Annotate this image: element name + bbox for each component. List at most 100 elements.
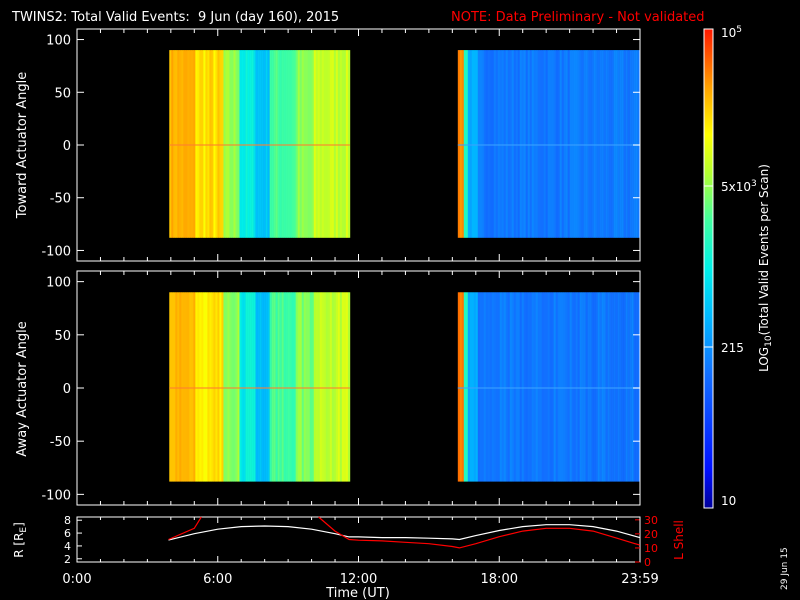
heatmap-column — [513, 50, 517, 238]
heatmap-column — [597, 292, 600, 482]
heatmap-column — [581, 292, 584, 482]
heatmap-column — [297, 50, 301, 238]
heatmap-column — [635, 292, 638, 482]
heatmap-column — [623, 50, 626, 238]
right-y-tick-label: 20 — [644, 528, 658, 541]
heatmap-column — [559, 50, 562, 238]
heatmap-column — [199, 292, 202, 482]
heatmap-column — [549, 50, 553, 238]
heatmap-column — [523, 292, 527, 482]
heatmap-column — [195, 292, 198, 482]
heatmap-column — [483, 292, 487, 482]
heatmap-column — [599, 50, 602, 238]
heatmap-column — [511, 50, 515, 238]
heatmap-column — [285, 50, 288, 238]
heatmap-column — [501, 50, 505, 238]
heatmap-column — [577, 292, 580, 482]
lshell-series-line — [168, 516, 202, 541]
heatmap-column — [215, 292, 218, 482]
heatmap-column — [231, 292, 234, 482]
heatmap-column — [323, 50, 327, 238]
heatmap-column — [277, 50, 280, 238]
heatmap-column — [589, 292, 592, 482]
heatmap-column — [229, 50, 232, 238]
heatmap-column — [187, 50, 190, 238]
y-tick-label: 50 — [54, 329, 71, 344]
heatmap-column — [249, 50, 252, 238]
heatmap-column — [317, 50, 321, 238]
heatmap-column — [477, 50, 481, 238]
heatmap-column — [547, 50, 551, 238]
heatmap-column — [509, 50, 513, 238]
heatmap-column — [289, 292, 292, 482]
heatmap-column — [467, 292, 471, 482]
heatmap-column — [489, 50, 493, 238]
heatmap-column — [481, 292, 485, 482]
heatmap-column — [553, 292, 556, 482]
heatmap-column — [605, 50, 608, 238]
heatmap-column — [191, 292, 194, 482]
heatmap-column — [619, 50, 622, 238]
heatmap-column — [345, 292, 349, 482]
heatmap-column — [323, 292, 327, 482]
heatmap-column — [537, 292, 541, 482]
heatmap-column — [235, 292, 238, 482]
heatmap-column — [627, 292, 630, 482]
heatmap-column — [305, 292, 309, 482]
heatmap-column — [461, 292, 465, 482]
heatmap-column — [193, 50, 196, 238]
heatmap-column — [177, 50, 180, 238]
heatmap-column — [247, 50, 250, 238]
heatmap-column — [261, 292, 264, 482]
heatmap-column — [299, 292, 303, 482]
heatmap-column — [203, 50, 206, 238]
heatmap-column — [329, 50, 333, 238]
y-tick-label: 50 — [54, 86, 71, 101]
heatmap-column — [505, 292, 509, 482]
heatmap-column — [325, 50, 329, 238]
x-tick-label: 0:00 — [62, 572, 91, 587]
heatmap-column — [271, 292, 274, 482]
heatmap-column — [515, 50, 519, 238]
heatmap-column — [549, 292, 553, 482]
heatmap-column — [519, 292, 523, 482]
heatmap-column — [473, 50, 477, 238]
heatmap-column — [281, 292, 284, 482]
heatmap-column — [617, 50, 620, 238]
heatmap-column — [629, 292, 632, 482]
heatmap-column — [171, 50, 174, 238]
cb-label-prefix: LOG — [757, 347, 771, 372]
heatmap-column — [197, 50, 200, 238]
heatmap-column — [463, 292, 467, 482]
heatmap-column — [295, 292, 299, 482]
heatmap-column — [181, 50, 184, 238]
heatmap-column — [527, 292, 531, 482]
orbit-x-axis: 0:00 6:00 12:00 18:00 23:59 — [62, 517, 659, 587]
heatmap-column — [231, 50, 234, 238]
heatmap-column — [317, 292, 321, 482]
heatmap-column — [529, 50, 533, 238]
heatmap-column — [283, 292, 286, 482]
heatmap-column — [603, 50, 606, 238]
heatmap-column — [341, 50, 345, 238]
heatmap-column — [277, 292, 280, 482]
zero-angle-stripe — [169, 387, 350, 389]
heatmap-column — [327, 292, 331, 482]
heatmap-column — [241, 50, 244, 238]
heatmap-column — [239, 50, 242, 238]
heatmap-column — [631, 50, 634, 238]
heatmap-column — [573, 50, 576, 238]
heatmap-column — [539, 292, 543, 482]
heatmap-column — [517, 292, 521, 482]
heatmap-column — [309, 50, 313, 238]
zero-angle-stripe — [457, 387, 640, 389]
heatmap-column — [547, 292, 551, 482]
heatmap-column — [197, 292, 200, 482]
heatmap-column — [255, 50, 258, 238]
heatmap-column — [275, 292, 278, 482]
heatmap-column — [307, 50, 311, 238]
heatmap-column — [605, 292, 608, 482]
heatmap-column — [593, 50, 596, 238]
heatmap-column — [221, 50, 224, 238]
heatmap-column — [237, 50, 240, 238]
